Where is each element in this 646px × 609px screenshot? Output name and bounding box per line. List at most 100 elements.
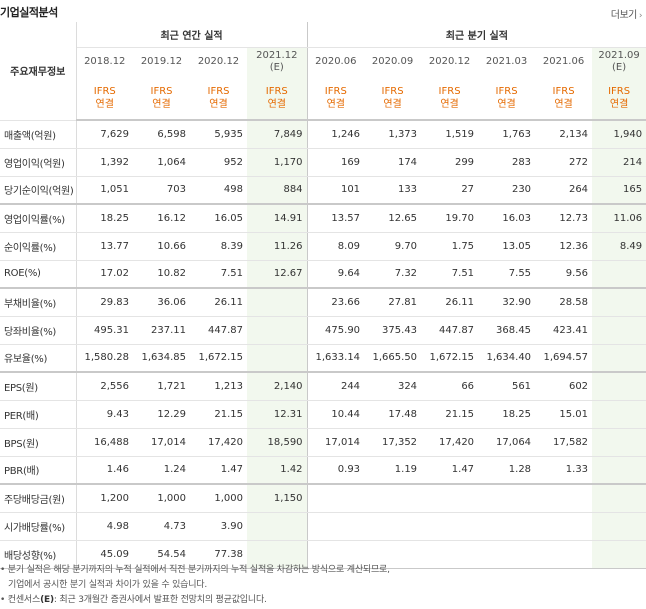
- table-cell: 26.11: [421, 288, 479, 317]
- chevron-right-icon: ›: [638, 11, 643, 21]
- table-cell: 23.66: [307, 288, 365, 317]
- table-cell: 1,200: [76, 484, 133, 513]
- table-cell: 1,170: [247, 148, 308, 177]
- period-date: 2021.03: [485, 56, 528, 68]
- table-cell: 1,633.14: [307, 344, 365, 373]
- table-cell: 1,940: [592, 120, 646, 149]
- table-cell: 16.03: [478, 204, 536, 233]
- table-cell: 16.12: [133, 204, 190, 233]
- table-cell: 17,420: [421, 428, 479, 457]
- table-cell: 264: [535, 176, 593, 205]
- table-cell: 237.11: [133, 316, 190, 345]
- period-header: 2021.03: [478, 47, 535, 77]
- period-header: 2021.12 (E): [247, 47, 308, 77]
- more-link[interactable]: 더보기 ›: [611, 6, 643, 21]
- accounting-standard: IFRS 연결: [421, 77, 479, 121]
- table-cell: 3.90: [190, 512, 247, 541]
- period-header: 2021.09 (E): [592, 47, 646, 77]
- table-cell: 17,014: [307, 428, 365, 457]
- basis-label: 연결: [267, 99, 286, 110]
- table-cell: [478, 484, 536, 513]
- table-cell: 495.31: [76, 316, 133, 345]
- table-cell: [307, 484, 365, 513]
- table-row: EPS(원) 2,556 1,721 1,213 2,140 244 324 66 561 602: [0, 372, 646, 401]
- period-header: 2020.12: [190, 47, 247, 77]
- period-date: 2020.12: [428, 56, 471, 68]
- basis-label: 연결: [554, 99, 573, 110]
- table-cell: 272: [535, 148, 593, 177]
- table-cell: 1,150: [247, 484, 308, 513]
- table-cell: 14.91: [247, 204, 308, 233]
- table-cell: 1,634.40: [478, 344, 536, 373]
- row-label: 당기순이익(억원): [0, 176, 77, 205]
- table-cell: 169: [307, 148, 365, 177]
- table-cell: 703: [133, 176, 190, 205]
- table-cell: 17,420: [190, 428, 247, 457]
- table-row: ROE(%) 17.02 10.82 7.51 12.67 9.64 7.32 7.51 7.5…: [0, 260, 646, 289]
- table-cell: [247, 540, 308, 569]
- standard-label: IFRS: [381, 86, 404, 97]
- standard-label: IFRS: [438, 86, 461, 97]
- table-row: 당좌비율(%) 495.31 237.11 447.87 475.90 375.43 447…: [0, 316, 646, 345]
- table-cell: 368.45: [478, 316, 536, 345]
- table-cell: 10.66: [133, 232, 190, 261]
- standard-label: IFRS: [552, 86, 575, 97]
- table-cell: 17,582: [535, 428, 593, 457]
- standard-label: IFRS: [150, 86, 173, 97]
- accounting-standard: IFRS 연결: [307, 77, 365, 121]
- group-annual-header: 최근 연간 실적: [76, 22, 308, 48]
- table-cell: 8.39: [190, 232, 247, 261]
- row-label: 배당성향(%): [0, 540, 77, 569]
- table-cell: 423.41: [535, 316, 593, 345]
- table-cell: [307, 540, 365, 569]
- standard-label: IFRS: [265, 86, 288, 97]
- table-cell: [592, 456, 646, 485]
- row-label: 시가배당률(%): [0, 512, 77, 541]
- basis-label: 연결: [95, 99, 114, 110]
- table-cell: 26.11: [190, 288, 247, 317]
- table-cell: 447.87: [190, 316, 247, 345]
- table-cell: 214: [592, 148, 646, 177]
- row-label: PER(배): [0, 400, 77, 429]
- table-cell: [592, 260, 646, 289]
- table-cell: [592, 288, 646, 317]
- table-cell: 5,935: [190, 120, 247, 149]
- period-date: 2020.09: [371, 56, 414, 68]
- financial-table: 주요재무정보 최근 연간 실적 최근 분기 실적 2018.12 2019.12 2…: [0, 22, 646, 569]
- table-cell: 1,392: [76, 148, 133, 177]
- table-cell: 9.56: [535, 260, 593, 289]
- footnote-1: • 분기 실적은 해당 분기까지의 누적 실적에서 직전 분기까지의 누적 실적…: [0, 565, 390, 575]
- table-cell: 1,694.57: [535, 344, 593, 373]
- table-row: 유보율(%) 1,580.28 1,634.85 1,672.15 1,633.14 1,…: [0, 344, 646, 373]
- table-row: 순이익률(%) 13.77 10.66 8.39 11.26 8.09 9.70 1.75 13…: [0, 232, 646, 261]
- table-cell: 15.01: [535, 400, 593, 429]
- table-cell: 54.54: [133, 540, 190, 569]
- table-cell: 1,213: [190, 372, 247, 401]
- table-cell: 1,064: [133, 148, 190, 177]
- table-cell: 66: [421, 372, 479, 401]
- basis-label: 연결: [209, 99, 228, 110]
- table-cell: 9.70: [364, 232, 422, 261]
- table-cell: 498: [190, 176, 247, 205]
- table-cell: 602: [535, 372, 593, 401]
- table-cell: 12.73: [535, 204, 593, 233]
- table-cell: 1,634.85: [133, 344, 190, 373]
- table-row: 당기순이익(억원) 1,051 703 498 884 101 133 27 230 264 165: [0, 176, 646, 205]
- table-cell: 19.70: [421, 204, 479, 233]
- basis-label: 연결: [326, 99, 345, 110]
- table-cell: 1,665.50: [364, 344, 422, 373]
- table-cell: 174: [364, 148, 422, 177]
- table-cell: 7.51: [421, 260, 479, 289]
- footnote-2-text: : 최근 3개월간 증권사에서 발표한 전망치의 평균값입니다.: [53, 595, 267, 605]
- table-cell: [592, 400, 646, 429]
- table-cell: 1,721: [133, 372, 190, 401]
- table-cell: 0.93: [307, 456, 365, 485]
- table-cell: 165: [592, 176, 646, 205]
- period-header: 2018.12: [76, 47, 133, 77]
- table-cell: 1,672.15: [421, 344, 479, 373]
- table-cell: 21.15: [421, 400, 479, 429]
- group-quarter-header: 최근 분기 실적: [307, 22, 646, 48]
- table-cell: 12.65: [364, 204, 422, 233]
- table-cell: 21.15: [190, 400, 247, 429]
- table-cell: 12.36: [535, 232, 593, 261]
